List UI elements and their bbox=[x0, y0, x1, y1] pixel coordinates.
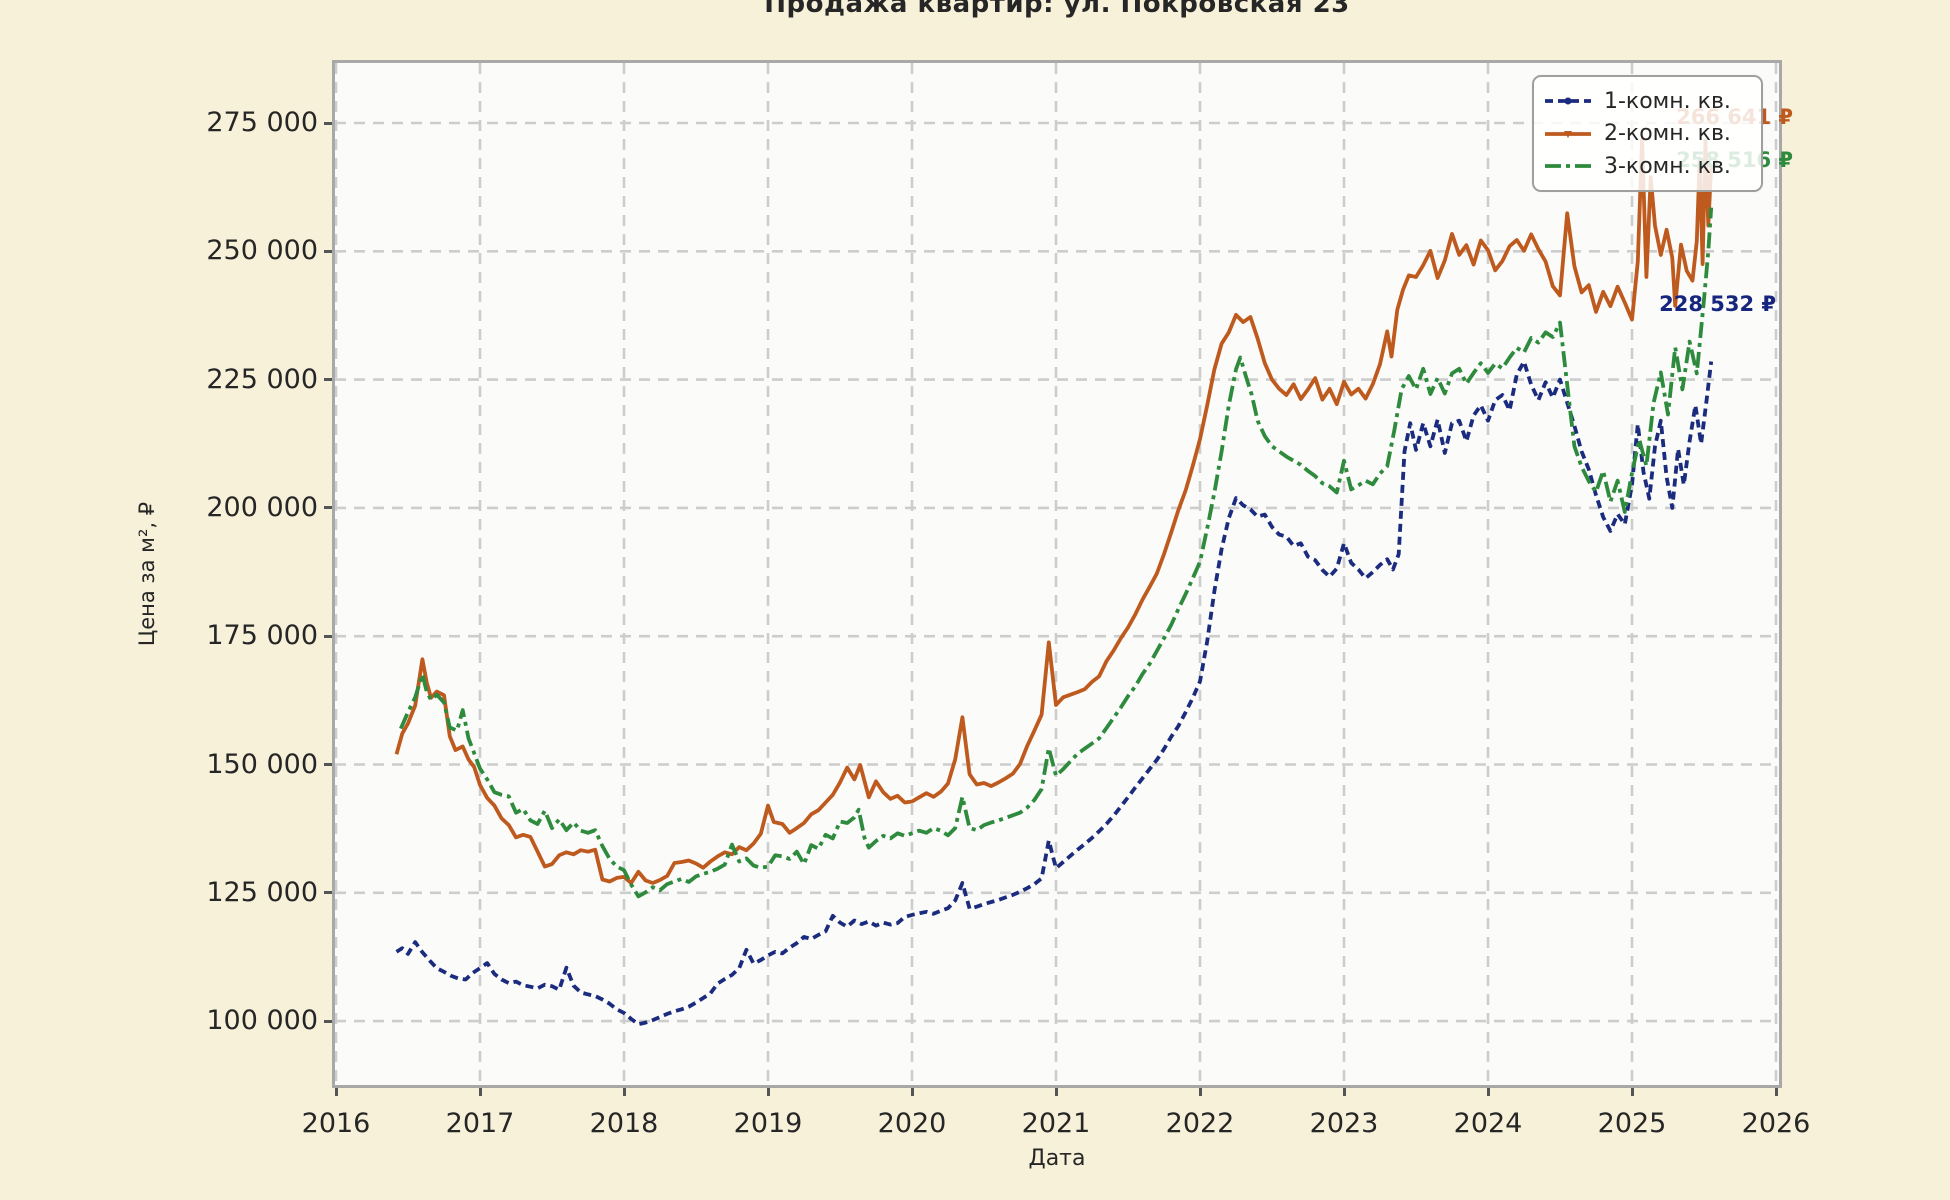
y-tick-label: 100 000 bbox=[206, 1005, 318, 1037]
legend-label: 2-комн. кв. bbox=[1604, 121, 1731, 146]
x-tick-mark bbox=[766, 1088, 770, 1096]
y-tick-mark bbox=[324, 891, 332, 895]
legend-line-sample-solid bbox=[1545, 130, 1591, 138]
x-tick-mark bbox=[478, 1088, 482, 1096]
y-tick-label: 150 000 bbox=[206, 748, 318, 780]
legend-line-sample-dashed bbox=[1545, 97, 1591, 105]
line-chart bbox=[335, 63, 1779, 1085]
series-line-2-комн. кв. bbox=[394, 137, 1714, 885]
legend-item: 2-комн. кв. bbox=[1544, 121, 1751, 146]
x-tick-mark bbox=[1198, 1088, 1202, 1096]
x-tick-mark bbox=[1342, 1088, 1346, 1096]
x-tick-mark bbox=[1054, 1088, 1058, 1096]
legend-label: 3-комн. кв. bbox=[1604, 153, 1731, 179]
legend-item: 3-комн. кв. bbox=[1544, 154, 1751, 179]
last-price-1room: 228 532 ₽ bbox=[1659, 292, 1776, 316]
x-tick-label: 2024 bbox=[1453, 1108, 1523, 1139]
x-tick-mark bbox=[1486, 1088, 1490, 1096]
y-tick-mark bbox=[324, 634, 332, 638]
x-tick-label: 2017 bbox=[445, 1108, 515, 1139]
y-tick-label: 225 000 bbox=[206, 363, 318, 395]
series-line-1-комн. кв. bbox=[395, 359, 1714, 1027]
x-tick-label: 2018 bbox=[589, 1108, 659, 1139]
y-tick-mark bbox=[324, 249, 332, 253]
y-tick-mark bbox=[324, 763, 332, 766]
x-tick-mark bbox=[1630, 1088, 1634, 1096]
x-tick-label: 2023 bbox=[1309, 1108, 1379, 1139]
legend-line-sample-dashdot bbox=[1545, 164, 1591, 168]
x-tick-label: 2016 bbox=[301, 1108, 371, 1139]
y-tick-label: 125 000 bbox=[206, 876, 318, 908]
y-tick-label: 200 000 bbox=[206, 491, 318, 523]
x-tick-label: 2022 bbox=[1165, 1108, 1235, 1139]
x-tick-label: 2019 bbox=[733, 1108, 803, 1139]
y-tick-mark bbox=[324, 506, 332, 510]
x-tick-mark bbox=[334, 1088, 338, 1096]
x-tick-mark bbox=[910, 1088, 914, 1096]
y-tick-label: 250 000 bbox=[206, 235, 318, 267]
x-tick-label: 2020 bbox=[877, 1108, 947, 1139]
x-axis-title: Дата bbox=[1028, 1146, 1086, 1171]
x-tick-mark bbox=[1774, 1088, 1778, 1096]
y-tick-mark bbox=[324, 378, 332, 382]
x-tick-label: 2021 bbox=[1021, 1108, 1091, 1139]
series-line-3-комн. кв. bbox=[399, 207, 1714, 899]
legend-item: 1-комн. кв. bbox=[1544, 89, 1751, 114]
y-tick-label: 275 000 bbox=[206, 107, 318, 138]
plot-area bbox=[332, 60, 1782, 1088]
legend-label: 1-комн. кв. bbox=[1604, 88, 1731, 114]
legend: 1-комн. кв. 2-комн. кв. 3-комн. кв. bbox=[1532, 75, 1763, 192]
y-tick-mark bbox=[324, 1019, 332, 1023]
x-tick-mark bbox=[622, 1088, 626, 1096]
x-tick-label: 2026 bbox=[1741, 1108, 1811, 1139]
y-tick-label: 175 000 bbox=[206, 620, 318, 652]
x-tick-label: 2025 bbox=[1597, 1108, 1667, 1139]
chart-title: Продажа квартир: ул. Покровская 23 bbox=[764, 0, 1350, 19]
y-tick-mark bbox=[324, 121, 332, 125]
y-axis-title: Цена за м², ₽ bbox=[135, 501, 159, 647]
